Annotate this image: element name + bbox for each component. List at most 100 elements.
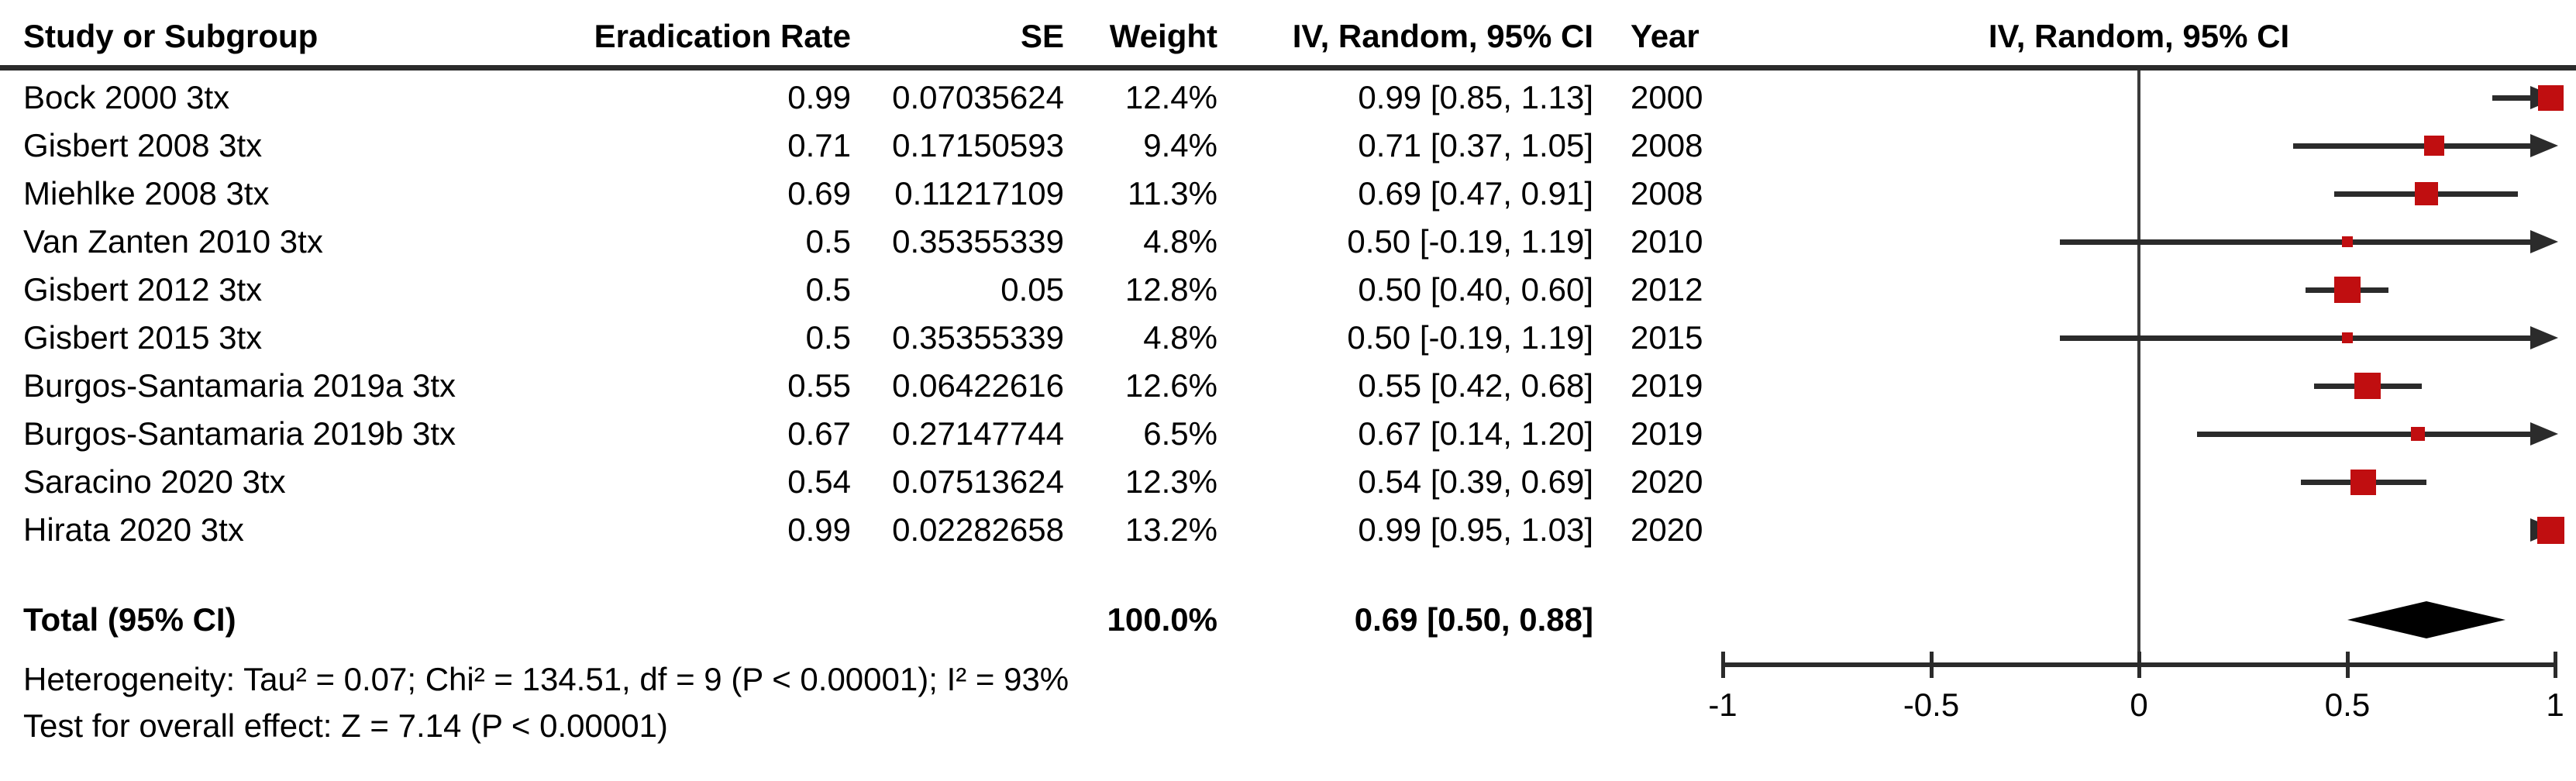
weight-value: 6.5% [1143,415,1217,452]
study-label: Hirata 2020 3tx [23,511,244,548]
point-estimate-marker [2411,427,2425,441]
rate-value: 0.55 [787,367,851,404]
axis-tick-label: 0.5 [2324,686,2371,723]
weight-value: 4.8% [1143,319,1217,356]
weight-value: 9.4% [1143,127,1217,163]
axis-tick [1721,652,1725,678]
se-value: 0.17150593 [892,127,1064,163]
total-label: Total (95% CI) [23,601,236,638]
ci-line [2292,143,2533,149]
ci-line [2059,239,2533,245]
ci-value: 0.99 [0.85, 1.13] [1358,79,1593,115]
study-label: Saracino 2020 3tx [23,463,286,500]
axis-tick-label: -1 [1708,686,1737,723]
ci-arrow-right-icon [2530,230,2558,253]
axis-tick [2137,652,2141,678]
study-label: Gisbert 2015 3tx [23,319,263,356]
col-header-study: Study or Subgroup [23,18,319,54]
rate-value: 0.54 [787,463,851,500]
ci-value: 0.71 [0.37, 1.05] [1358,127,1593,163]
weight-value: 13.2% [1124,511,1217,548]
se-value: 0.07035624 [892,79,1064,115]
se-value: 0.27147744 [892,415,1064,452]
se-value: 0.35355339 [892,319,1064,356]
se-value: 0.11217109 [894,175,1064,212]
axis-tick-label: -0.5 [1903,686,1960,723]
axis-tick [2554,652,2557,678]
study-label: Miehlke 2008 3tx [23,175,270,212]
se-value: 0.07513624 [892,463,1064,500]
rate-value: 0.99 [787,511,851,548]
rate-value: 0.5 [805,223,851,260]
ci-value: 0.55 [0.42, 0.68] [1358,367,1593,404]
rate-value: 0.69 [787,175,851,212]
col-header-ci: IV, Random, 95% CI [1292,18,1593,54]
overall-effect-text: Test for overall effect: Z = 7.14 (P < 0… [23,707,668,744]
year-value: 2000 [1631,79,1703,115]
ci-value: 0.50 [-0.19, 1.19] [1347,223,1593,260]
rate-value: 0.5 [805,319,851,356]
weight-value: 4.8% [1143,223,1217,260]
se-value: 0.35355339 [892,223,1064,260]
ci-line [2059,335,2533,341]
ci-arrow-right-icon [2530,134,2558,157]
rate-value: 0.67 [787,415,851,452]
study-label: Gisbert 2008 3tx [23,127,263,163]
ci-value: 0.69 [0.47, 0.91] [1358,175,1593,212]
total-ci: 0.69 [0.50, 0.88] [1354,601,1593,638]
plot-header-ci: IV, Random, 95% CI [1988,18,2290,54]
ci-arrow-right-icon [2530,422,2558,446]
heterogeneity-text: Heterogeneity: Tau² = 0.07; Chi² = 134.5… [23,661,1069,697]
year-value: 2015 [1631,319,1703,356]
weight-value: 12.4% [1124,79,1217,115]
weight-value: 12.6% [1124,367,1217,404]
point-estimate-marker [2424,136,2444,156]
axis-tick [1930,652,1934,678]
study-label: Bock 2000 3tx [23,79,230,115]
rate-value: 0.99 [787,79,851,115]
ci-value: 0.67 [0.14, 1.20] [1358,415,1593,452]
point-estimate-marker [2538,85,2564,111]
axis-tick-label: 0 [2130,686,2148,723]
ci-value: 0.50 [0.40, 0.60] [1358,271,1593,308]
point-estimate-marker [2350,470,2376,495]
col-header-se: SE [1020,18,1064,54]
weight-value: 11.3% [1128,175,1217,212]
ci-arrow-right-icon [2530,326,2558,349]
year-value: 2012 [1631,271,1703,308]
ci-value: 0.50 [-0.19, 1.19] [1347,319,1593,356]
point-estimate-marker [2342,332,2353,343]
study-label: Gisbert 2012 3tx [23,271,263,308]
point-estimate-marker [2415,182,2438,205]
weight-value: 12.3% [1124,463,1217,500]
axis-tick-label: 1 [2546,686,2564,723]
col-header-year: Year [1631,18,1700,54]
ci-value: 0.54 [0.39, 0.69] [1358,463,1593,500]
point-estimate-marker [2354,373,2381,399]
year-value: 2019 [1631,367,1703,404]
point-estimate-marker [2342,236,2353,247]
year-value: 2010 [1631,223,1703,260]
year-value: 2008 [1631,175,1703,212]
col-header-eradication-rate: Eradication Rate [594,18,851,54]
rate-value: 0.71 [787,127,851,163]
col-header-weight: Weight [1109,18,1217,54]
total-weight: 100.0% [1107,601,1217,638]
study-label: Van Zanten 2010 3tx [23,223,323,260]
year-value: 2008 [1631,127,1703,163]
total-diamond [2347,601,2505,638]
zero-reference-line [2137,71,2140,662]
se-value: 0.05 [1000,271,1064,308]
point-estimate-marker [2537,517,2564,544]
header-divider [0,65,2576,71]
se-value: 0.02282658 [892,511,1064,548]
axis-tick [2346,652,2350,678]
point-estimate-marker [2334,277,2361,303]
ci-line [2197,432,2533,437]
ci-value: 0.99 [0.95, 1.03] [1358,511,1593,548]
year-value: 2019 [1631,415,1703,452]
ci-line [2492,95,2533,101]
year-value: 2020 [1631,463,1703,500]
se-value: 0.06422616 [892,367,1064,404]
